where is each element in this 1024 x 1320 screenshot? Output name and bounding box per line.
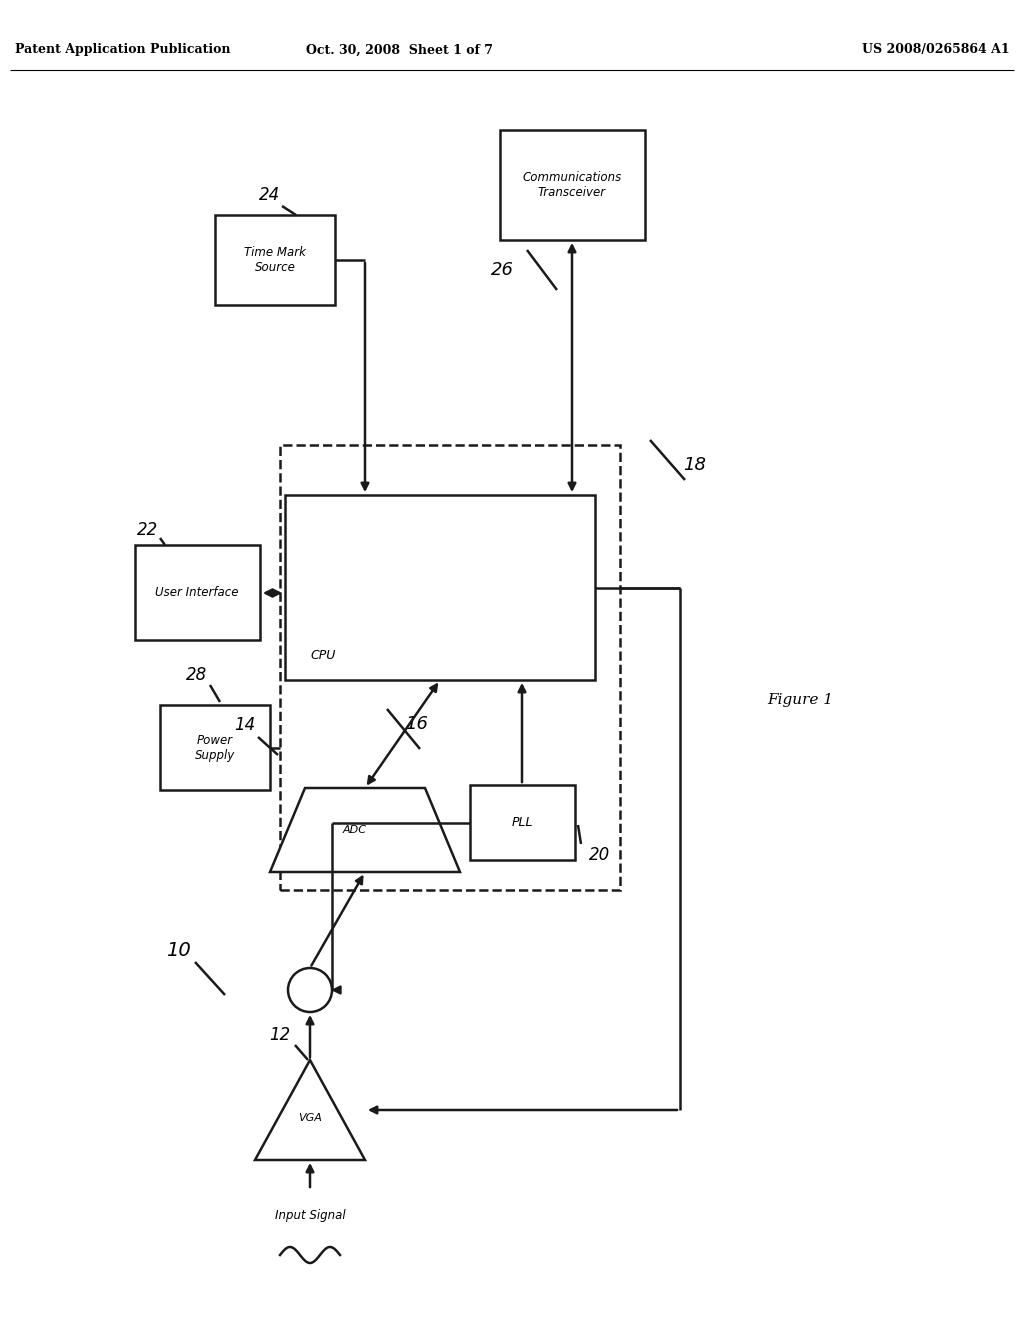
Text: 22: 22: [137, 521, 159, 539]
Text: 16: 16: [406, 715, 428, 733]
Polygon shape: [470, 785, 575, 861]
Text: 10: 10: [166, 940, 190, 960]
Polygon shape: [285, 495, 595, 680]
Text: 20: 20: [590, 846, 610, 865]
Text: 24: 24: [259, 186, 281, 205]
Polygon shape: [255, 1060, 365, 1160]
Text: VGA: VGA: [298, 1113, 322, 1123]
Text: PLL: PLL: [511, 817, 532, 829]
Text: US 2008/0265864 A1: US 2008/0265864 A1: [862, 44, 1010, 57]
Polygon shape: [135, 545, 260, 640]
Text: 26: 26: [490, 261, 513, 279]
Polygon shape: [500, 129, 645, 240]
Text: User Interface: User Interface: [156, 586, 239, 599]
Text: Communications
Transceiver: Communications Transceiver: [522, 172, 622, 199]
Text: Patent Application Publication: Patent Application Publication: [15, 44, 230, 57]
Text: 14: 14: [234, 715, 256, 734]
Text: Input Signal: Input Signal: [274, 1209, 345, 1221]
Circle shape: [288, 968, 332, 1012]
Text: Oct. 30, 2008  Sheet 1 of 7: Oct. 30, 2008 Sheet 1 of 7: [306, 44, 494, 57]
Text: 18: 18: [683, 455, 707, 474]
Text: Power
Supply: Power Supply: [195, 734, 236, 762]
Text: 12: 12: [269, 1026, 291, 1044]
Text: Time Mark
Source: Time Mark Source: [244, 246, 306, 275]
Text: Figure 1: Figure 1: [767, 693, 833, 708]
Text: ADC: ADC: [343, 825, 367, 836]
Polygon shape: [160, 705, 270, 789]
Text: 28: 28: [186, 667, 208, 684]
Polygon shape: [270, 788, 460, 873]
Text: CPU: CPU: [310, 649, 336, 663]
Polygon shape: [215, 215, 335, 305]
